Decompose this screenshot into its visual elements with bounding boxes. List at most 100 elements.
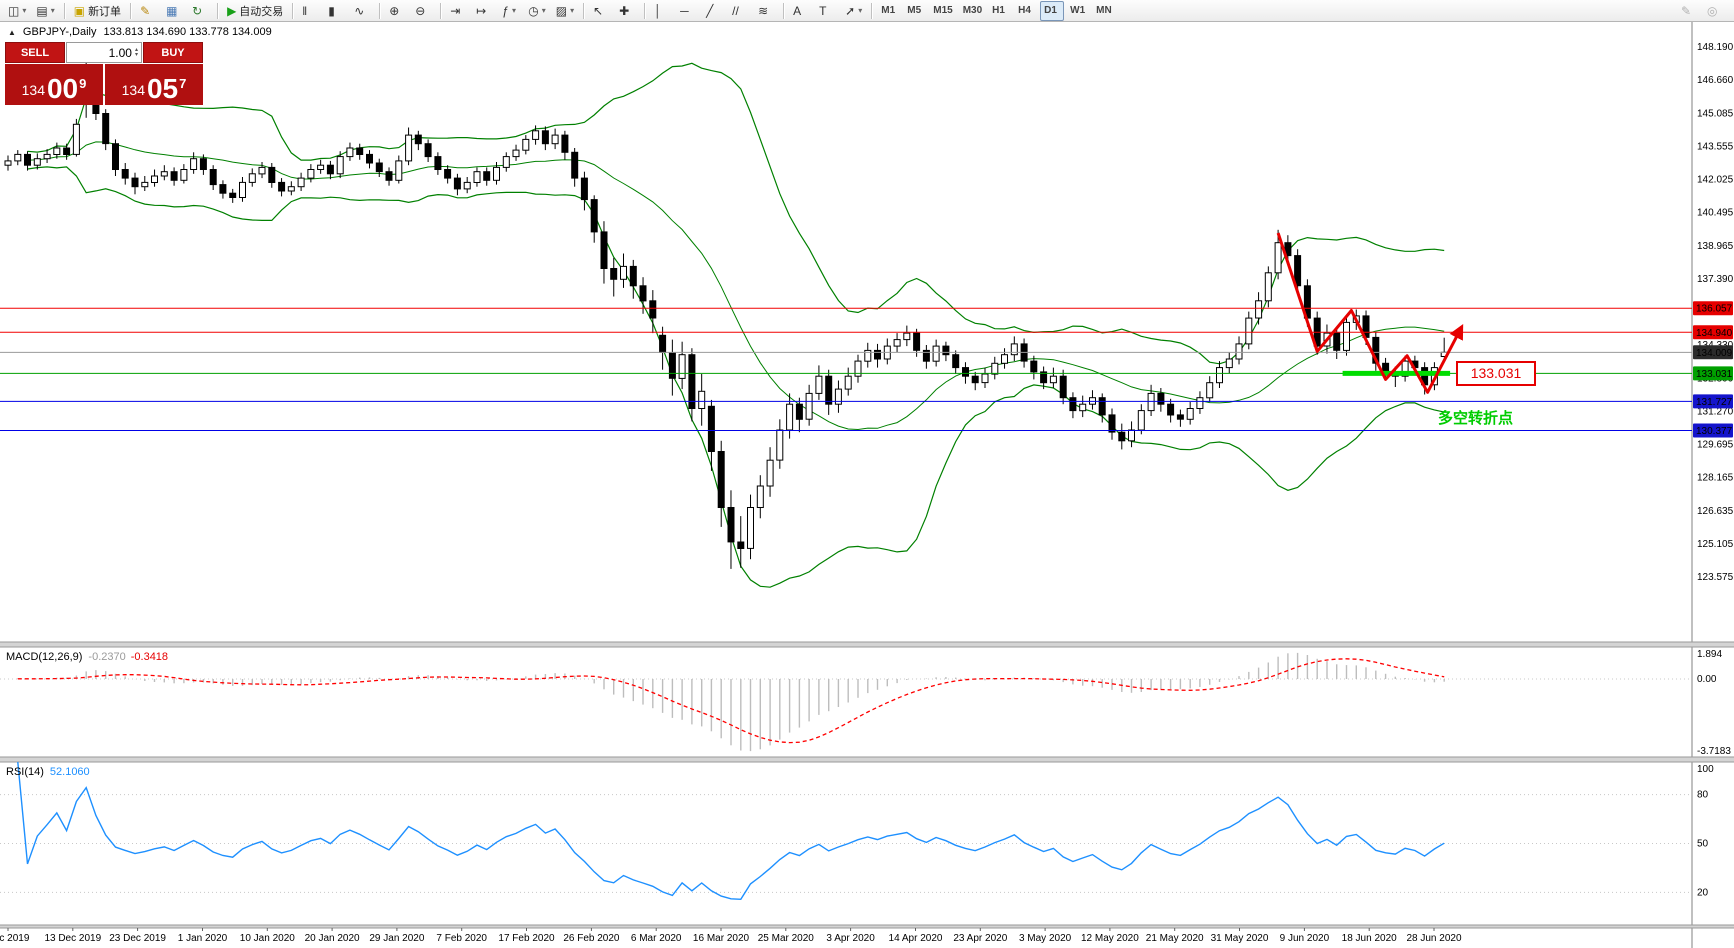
metaeditor-button[interactable]: ✎ [136,1,160,21]
volume-field[interactable]: 1.00 ▴ ▾ [66,42,142,63]
macd-scale-top: 1.894 [1697,649,1722,660]
strategy-tester-icon: ↻ [192,3,203,18]
quick-edit-icon: ✎ [1681,3,1692,18]
time-axis[interactable] [0,928,1734,948]
toolbar-separator [440,2,442,19]
text-label-button[interactable]: T [815,1,839,21]
panel-divider[interactable] [0,642,1734,647]
timeframe-m30-button[interactable]: M30 [959,1,986,21]
buy-price[interactable]: 134 05 7 [105,64,203,105]
terminal-icon: ▦ [166,3,178,18]
new-chart-icon: ◫ [8,3,20,18]
rsi-label: RSI(14) 52.1060 [6,766,90,778]
autotrading-label: 自动交易 [239,5,284,18]
strategy-tester-button[interactable]: ↻ [188,1,212,21]
pivot-note-text[interactable]: 多空转折点 [1438,410,1514,427]
date-label: 3 Apr 2020 [826,933,875,944]
price-badge-text: 130.377 [1696,426,1733,437]
zoom-in-button[interactable]: ⊕ [385,1,409,21]
sell-price[interactable]: 134 00 9 [5,64,103,105]
trend-zigzag-arrow[interactable] [1276,232,1464,394]
text-icon: A [793,3,802,18]
new-order-button[interactable]: ▣ 新订单 [70,1,125,21]
timeframe-m15-button[interactable]: M15 [929,1,956,21]
horizontal-line-button[interactable]: ─ [676,1,700,21]
panel-divider[interactable] [0,925,1734,928]
terminal-button[interactable]: ▦ [162,1,186,21]
stepper-down-icon[interactable]: ▾ [134,51,138,58]
arrows-dropdown-icon[interactable]: ▾ [858,6,863,15]
price-badge [1693,394,1733,409]
date-axis-labels: Dec 2019 13 Dec 2019 23 Dec 2019 1 Jan 2020… [0,928,1462,944]
price-axis[interactable] [1692,22,1734,928]
auto-scroll-button[interactable]: ⇥ [446,1,470,21]
templates-icon: ▨ [555,3,568,18]
timeframe-m1-button[interactable]: M1 [877,1,901,21]
quick-edit-button[interactable]: ✎ [1677,1,1701,21]
cursor-button[interactable]: ↖ [589,1,613,21]
toolbar-separator [379,2,381,19]
price-badge [1693,301,1733,316]
bar-chart-button[interactable]: ‖ [298,1,322,21]
line-chart-button[interactable]: ∿ [350,1,374,21]
price-badge-text: 134.940 [1696,328,1733,339]
stepper-up-icon[interactable]: ▴ [134,46,138,53]
equidistant-channel-button[interactable]: // [728,1,752,21]
timeframe-m5-label: M5 [907,5,922,16]
timeframe-mn-button[interactable]: MN [1092,1,1116,21]
periods-button[interactable]: ◷ ▾ [524,1,550,21]
trendline-button[interactable]: ╱ [702,1,726,21]
vertical-line-button[interactable]: │ [650,1,674,21]
text-button[interactable]: A [789,1,813,21]
price-badge-text: 131.727 [1696,397,1733,408]
buy-button[interactable]: BUY [143,42,203,63]
bollinger-upper-band [27,62,1445,365]
profiles-dropdown-icon[interactable]: ▾ [50,6,55,15]
price-badge-text: 136.057 [1696,304,1733,315]
buy-price-pip: 7 [179,76,187,91]
price-label: 126.635 [1697,506,1734,517]
new-order-icon: ▣ [73,3,86,18]
candlestick-chart-button[interactable]: ▮ [324,1,348,21]
fibonacci-button[interactable]: ≋ [754,1,778,21]
price-badge [1693,423,1733,438]
timeframe-m5-button[interactable]: M5 [903,1,927,21]
price-label: 143.555 [1697,141,1734,152]
chart-shift-button[interactable]: ↦ [472,1,496,21]
price-label: 129.695 [1697,440,1734,451]
sell-button[interactable]: SELL [5,42,65,63]
support-price-label[interactable]: 133.031 [1456,361,1536,386]
profiles-button[interactable]: ▤ ▾ [32,1,58,21]
rsi-scale-label: 20 [1697,887,1709,898]
new-chart-dropdown-icon[interactable]: ▾ [22,6,27,15]
one-click-toggle-icon[interactable]: ▲ [8,27,16,37]
candlestick-chart-icon: ▮ [328,3,335,18]
templates-dropdown-icon[interactable]: ▾ [570,6,575,15]
timeframe-d1-button[interactable]: D1 [1040,0,1065,21]
timeframe-w1-button[interactable]: W1 [1066,1,1090,21]
arrows-button[interactable]: ➚ ▾ [841,1,866,21]
date-label: 1 Jan 2020 [178,933,228,944]
date-label: 18 Jun 2020 [1342,933,1397,944]
zoom-out-button[interactable]: ⊖ [411,1,435,21]
indicators-dropdown-icon[interactable]: ▾ [511,6,516,15]
timeframe-h1-button[interactable]: H1 [988,1,1012,21]
autotrading-button[interactable]: ▶ 自动交易 [223,1,287,21]
macd-value-main: -0.2370 [88,651,126,663]
panel-divider[interactable] [0,757,1734,762]
templates-button[interactable]: ▨ ▾ [552,1,578,21]
indicators-button[interactable]: ƒ ▾ [498,1,522,21]
periods-dropdown-icon[interactable]: ▾ [541,6,546,15]
symbol-label: GBPJPY-,Daily [22,26,97,38]
crosshair-button[interactable]: ✚ [615,1,639,21]
date-label: Dec 2019 [0,933,30,944]
timeframe-h1-label: H1 [992,5,1005,16]
bollinger-lower-band [27,166,1445,588]
trendline-icon: ╱ [706,3,714,18]
date-label: 13 Dec 2019 [44,933,101,944]
timeframe-h4-button[interactable]: H4 [1014,1,1038,21]
new-chart-button[interactable]: ◫ ▾ [4,1,30,21]
quick-search-button[interactable]: ◎ [1703,1,1727,21]
volume-stepper[interactable]: ▴ ▾ [134,46,138,58]
